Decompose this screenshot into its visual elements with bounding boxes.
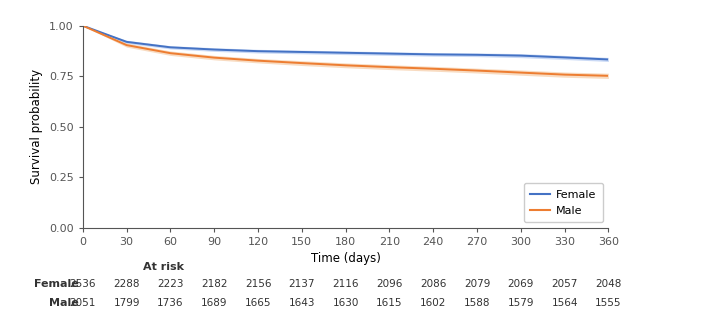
Text: 1689: 1689 <box>201 298 228 308</box>
Text: 1579: 1579 <box>508 298 534 308</box>
Text: 2137: 2137 <box>289 279 315 289</box>
Text: 2086: 2086 <box>420 279 446 289</box>
Text: 2288: 2288 <box>113 279 140 289</box>
Text: 1555: 1555 <box>595 298 621 308</box>
Text: 1564: 1564 <box>552 298 578 308</box>
X-axis label: Time (days): Time (days) <box>310 253 381 265</box>
Text: 2057: 2057 <box>552 279 577 289</box>
Text: 1665: 1665 <box>245 298 271 308</box>
Text: At risk: At risk <box>143 262 184 272</box>
Text: 2116: 2116 <box>333 279 359 289</box>
Text: 1799: 1799 <box>113 298 140 308</box>
Text: 1736: 1736 <box>157 298 184 308</box>
Legend: Female, Male: Female, Male <box>523 183 603 222</box>
Text: 2182: 2182 <box>201 279 228 289</box>
Text: 1643: 1643 <box>289 298 315 308</box>
Text: 2048: 2048 <box>595 279 621 289</box>
Text: 2051: 2051 <box>70 298 96 308</box>
Text: 1588: 1588 <box>464 298 490 308</box>
Y-axis label: Survival probability: Survival probability <box>30 69 43 184</box>
Text: 2536: 2536 <box>70 279 96 289</box>
Text: 2223: 2223 <box>157 279 184 289</box>
Text: 1602: 1602 <box>420 298 446 308</box>
Text: 1630: 1630 <box>333 298 359 308</box>
Text: 2096: 2096 <box>377 279 402 289</box>
Text: Male: Male <box>50 298 79 308</box>
Text: 2156: 2156 <box>245 279 271 289</box>
Text: Female: Female <box>35 279 79 289</box>
Text: 2079: 2079 <box>464 279 490 289</box>
Text: 2069: 2069 <box>508 279 534 289</box>
Text: 1615: 1615 <box>376 298 402 308</box>
